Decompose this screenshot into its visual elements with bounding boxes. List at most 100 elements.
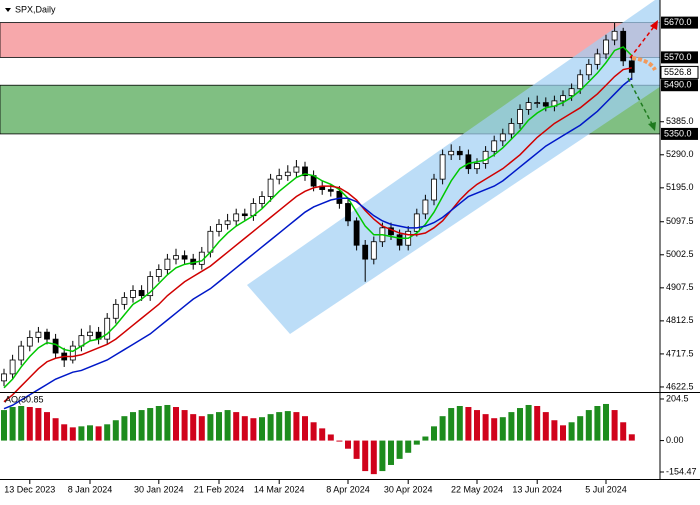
candle-body — [224, 220, 231, 225]
histogram-bar — [388, 440, 394, 465]
histogram-bar — [628, 434, 635, 441]
zone — [0, 22, 661, 58]
candle-body — [448, 150, 455, 156]
histogram-bar — [413, 440, 420, 445]
histogram-bar — [379, 440, 386, 472]
candle-body — [603, 39, 609, 55]
histogram-bar — [551, 420, 558, 441]
price-label-box — [661, 51, 698, 64]
histogram-bar — [611, 410, 618, 441]
histogram-bar — [431, 426, 437, 441]
x-tick-label: 13 Jun 2024 — [512, 484, 562, 494]
up-arrow — [629, 23, 657, 59]
down-arrow — [627, 77, 654, 127]
down-arrow-head — [648, 122, 656, 131]
histogram-bar — [155, 406, 162, 441]
candle-body — [173, 255, 179, 260]
candle-body — [18, 345, 25, 361]
histogram-bar — [35, 408, 42, 441]
histogram-bar — [302, 416, 308, 441]
histogram-bar — [69, 427, 76, 441]
candle-body — [130, 290, 136, 298]
histogram-bar — [104, 424, 111, 441]
candle-body — [585, 63, 592, 76]
candle-body — [44, 331, 50, 340]
histogram-bar — [603, 403, 609, 441]
candle-body — [87, 331, 93, 337]
histogram-bar — [370, 440, 377, 475]
menu-triangle — [5, 8, 11, 12]
histogram-bar — [87, 425, 93, 441]
histogram-bar — [482, 414, 489, 441]
y-tick-label: 5385.0 — [666, 116, 694, 126]
histogram-bar — [560, 425, 566, 441]
candle-body — [577, 74, 584, 90]
candle-body — [112, 303, 119, 319]
histogram-bar — [138, 410, 145, 441]
candle-body — [138, 290, 145, 297]
candle-body — [26, 336, 33, 347]
histogram-bar — [345, 440, 351, 449]
price-label: 5670.0 — [664, 17, 692, 27]
histogram-bar — [147, 408, 154, 441]
candle-body — [362, 244, 369, 260]
y-tick-label: 4622.5 — [666, 381, 694, 391]
histogram-bar — [534, 406, 541, 441]
x-tick-label: 22 May 2024 — [451, 484, 503, 494]
x-tick-label: 13 Dec 2023 — [4, 484, 55, 494]
candle-body — [181, 255, 188, 260]
histogram-bar — [9, 407, 16, 441]
histogram-bar — [585, 410, 592, 441]
histogram-bar — [327, 434, 334, 441]
candle-body — [611, 30, 618, 41]
histogram-bar — [508, 412, 515, 441]
y-tick-label: 5195.0 — [666, 182, 694, 192]
histogram-bar — [362, 440, 369, 472]
histogram-bar — [448, 408, 455, 441]
candle-body — [302, 166, 308, 177]
histogram-bar — [26, 407, 33, 441]
x-tick-label: 5 Jul 2024 — [585, 484, 627, 494]
candle-body — [121, 296, 128, 305]
candle-body — [345, 203, 351, 222]
candle-body — [353, 220, 360, 246]
x-tick-label: 8 Jan 2024 — [68, 484, 113, 494]
price-label-box — [661, 79, 698, 92]
candle-body — [422, 199, 429, 215]
histogram-bar — [542, 412, 549, 441]
histogram-bar — [491, 418, 498, 441]
histogram-bar — [224, 410, 231, 441]
histogram-bar — [620, 422, 627, 441]
price-label-box — [661, 127, 698, 140]
histogram-bar — [44, 412, 50, 441]
candle-body — [482, 150, 489, 164]
histogram-bar — [525, 404, 532, 441]
x-tick-label: 14 Mar 2024 — [254, 484, 305, 494]
histogram-bar — [181, 410, 188, 441]
histogram-bar — [112, 420, 119, 441]
candle-body — [517, 109, 523, 124]
histogram-bar — [465, 407, 472, 441]
chart-title: SPX,Daily — [15, 4, 56, 14]
candle-body — [534, 102, 541, 105]
candle-body — [69, 345, 76, 361]
histogram-bar — [594, 406, 601, 441]
histogram-bar — [293, 412, 300, 441]
histogram-bar — [233, 412, 240, 441]
candle-body — [542, 102, 549, 107]
last-price-box — [660, 65, 699, 79]
y-tick-label: -154.47 — [666, 466, 697, 476]
y-tick-label: 5097.5 — [666, 216, 694, 226]
candle-body — [336, 190, 343, 204]
y-tick-label: 4907.5 — [666, 282, 694, 292]
y-tick-label: 0.00 — [666, 435, 684, 445]
candle-body — [431, 178, 437, 201]
moving-average — [3, 77, 633, 410]
histogram-bar — [78, 426, 85, 441]
price-label-box — [661, 16, 698, 29]
y-tick-label: 204.5 — [666, 393, 689, 403]
candle-body — [628, 60, 635, 73]
candle-body — [560, 95, 566, 102]
histogram-bar — [499, 417, 506, 441]
candle-body — [241, 213, 248, 217]
